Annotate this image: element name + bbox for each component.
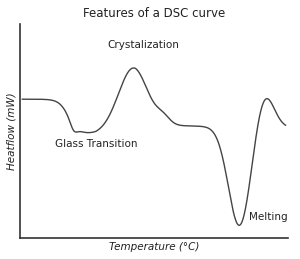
Y-axis label: Heatflow (mW): Heatflow (mW) [7,92,17,170]
Text: Glass Transition: Glass Transition [55,139,137,149]
X-axis label: Temperature (°C): Temperature (°C) [109,242,199,252]
Text: Melting: Melting [249,212,288,222]
Text: Crystalization: Crystalization [107,40,179,49]
Title: Features of a DSC curve: Features of a DSC curve [83,7,225,20]
